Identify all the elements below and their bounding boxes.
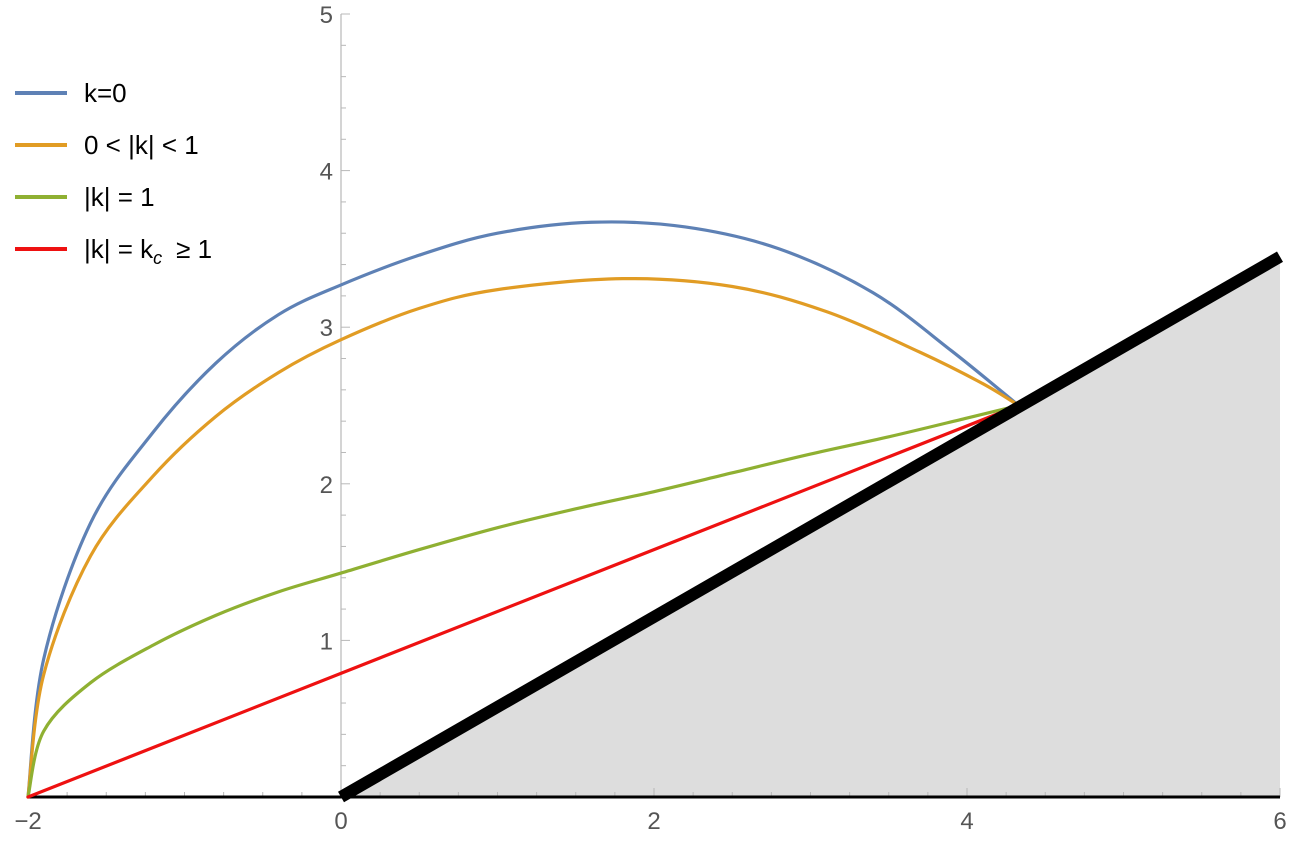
- y-minor-ticks: [341, 13, 350, 767]
- x-tick-label: 2: [647, 808, 660, 835]
- series-line-0: [26, 220, 1021, 799]
- series-line-1: [26, 276, 1021, 799]
- legend: k=0 0 < |k| < 1 |k| = 1 |k| = kc ≥ 1: [15, 78, 212, 268]
- y-tick-label: 3: [320, 315, 333, 342]
- x-tick-label: 0: [334, 808, 347, 835]
- legend-item-1: 0 < |k| < 1: [15, 130, 199, 160]
- series-line-2: [26, 403, 1021, 799]
- series-line-3: [26, 403, 1021, 799]
- legend-label-2: |k| = 1: [84, 182, 155, 212]
- y-tick-label: 4: [320, 159, 333, 186]
- x-tick-label: 6: [1273, 808, 1286, 835]
- boundary-line: [338, 251, 1283, 803]
- y-tick-label: 1: [320, 628, 333, 655]
- y-tick-labels: 1 2 3 4 5: [320, 2, 333, 655]
- x-tick-label: −2: [14, 808, 41, 835]
- legend-label-3-subscript: c: [153, 248, 162, 268]
- legend-label-3: |k| = kc ≥ 1: [84, 234, 212, 268]
- legend-item-3: |k| = kc ≥ 1: [15, 234, 212, 268]
- x-tick-label: 4: [960, 808, 973, 835]
- legend-label-3-main: |k| = k: [84, 234, 154, 264]
- series-layer: [26, 220, 1021, 799]
- legend-label-0: k=0: [84, 78, 127, 108]
- legend-label-1: 0 < |k| < 1: [84, 130, 199, 160]
- x-tick-labels: −2 0 2 4 6: [14, 808, 1286, 835]
- legend-item-2: |k| = 1: [15, 182, 155, 212]
- legend-label-3-suffix: ≥ 1: [176, 234, 212, 264]
- y-tick-label: 2: [320, 472, 333, 499]
- legend-item-0: k=0: [15, 78, 127, 108]
- y-tick-label: 5: [320, 2, 333, 29]
